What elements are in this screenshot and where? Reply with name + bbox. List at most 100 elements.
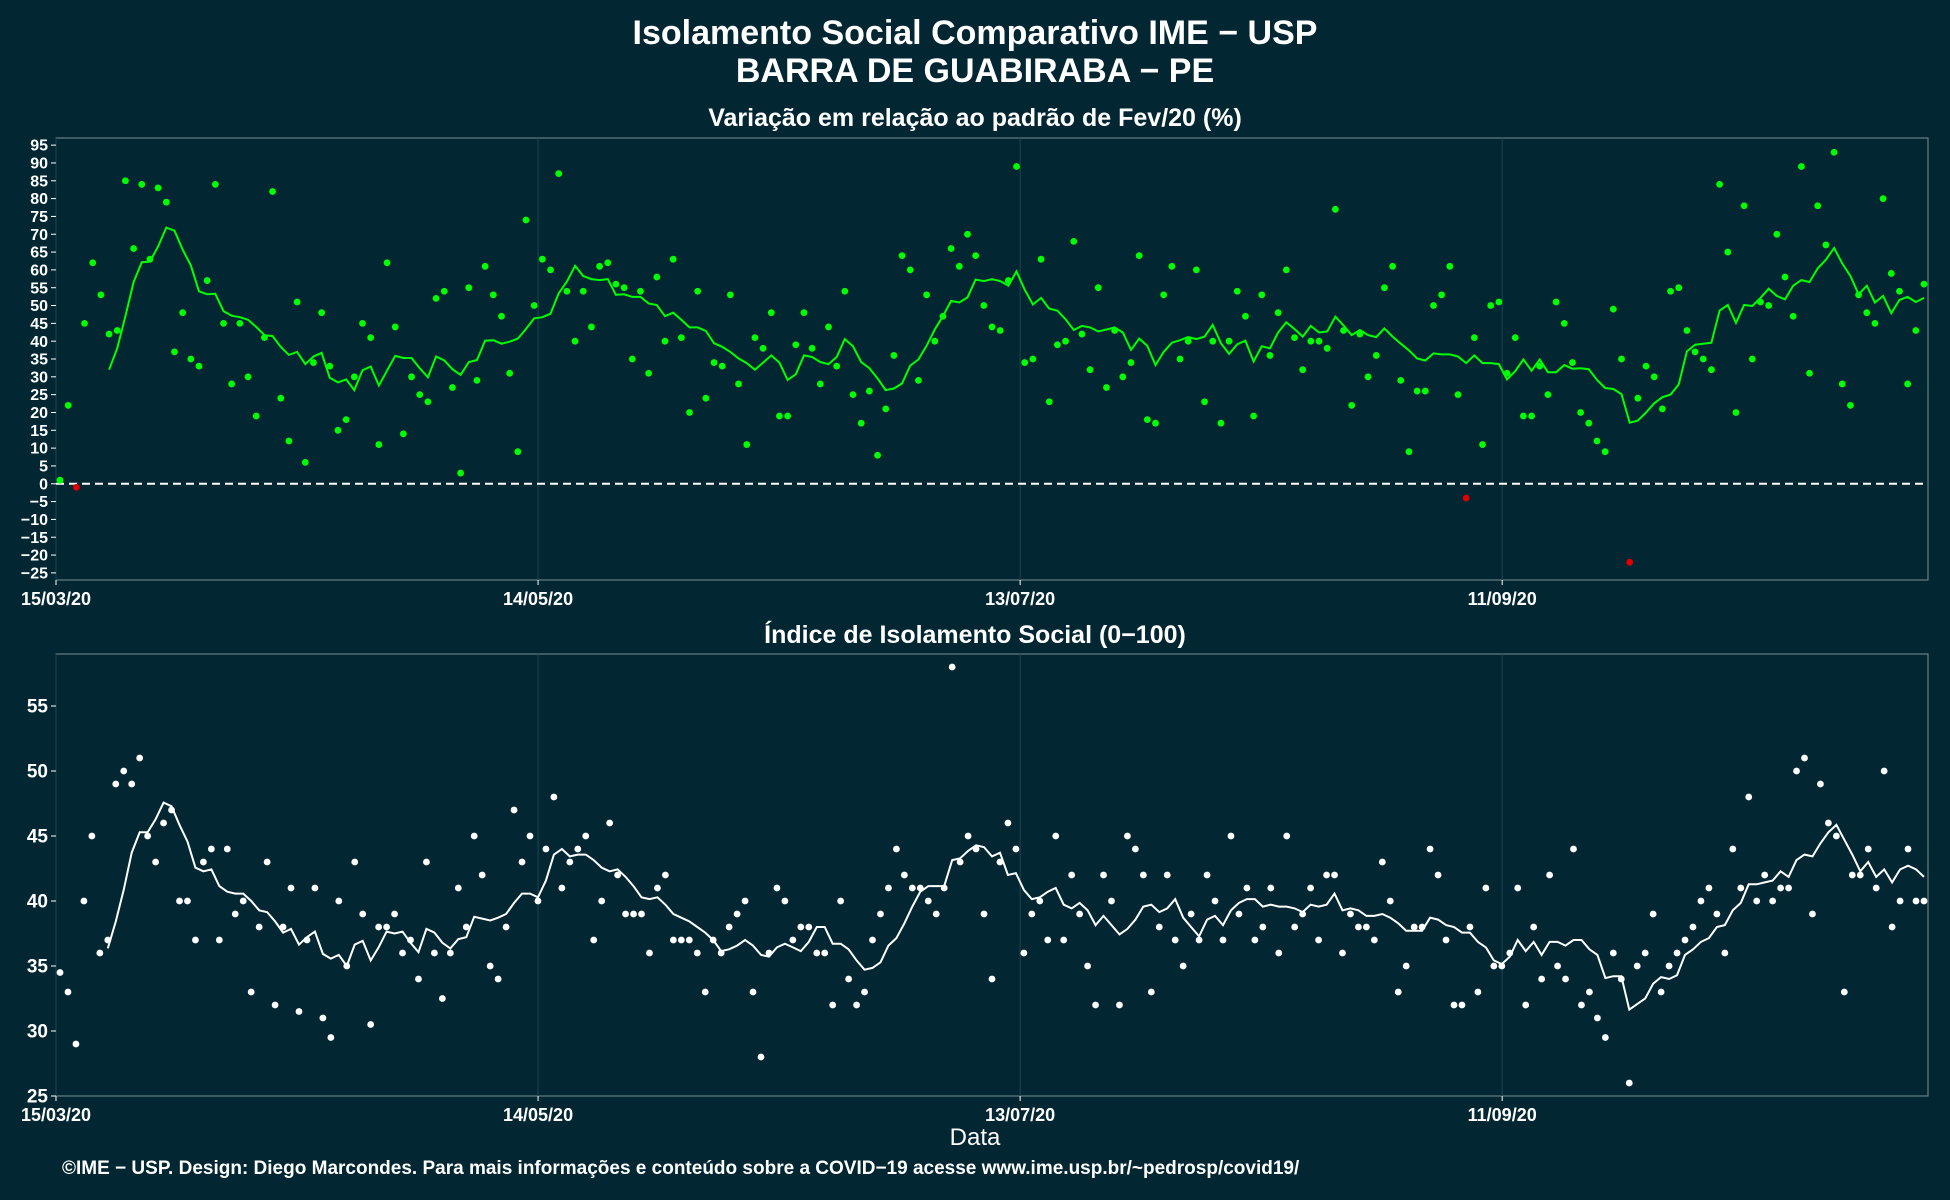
top-data-point bbox=[522, 216, 530, 224]
bottom-data-point bbox=[1753, 897, 1761, 905]
top-data-point bbox=[228, 380, 236, 388]
top-data-point bbox=[1487, 302, 1495, 309]
top-y-tick-label: 85 bbox=[30, 173, 48, 190]
bottom-data-point bbox=[733, 910, 741, 918]
bottom-data-point bbox=[367, 1021, 375, 1028]
top-data-point bbox=[530, 302, 538, 309]
bottom-data-point bbox=[1219, 936, 1227, 944]
bottom-data-point bbox=[1673, 949, 1681, 957]
bottom-data-point bbox=[438, 995, 446, 1002]
top-data-point bbox=[1078, 330, 1086, 338]
top-data-point bbox=[359, 319, 366, 327]
bottom-data-point bbox=[869, 936, 876, 944]
top-data-point bbox=[1479, 441, 1486, 448]
bottom-data-point bbox=[1522, 1001, 1530, 1009]
bottom-data-point bbox=[1331, 871, 1338, 879]
top-y-tick-label: 25 bbox=[30, 387, 48, 404]
top-data-point bbox=[776, 412, 783, 420]
bottom-data-point bbox=[1402, 962, 1410, 970]
top-data-point bbox=[481, 262, 489, 270]
top-y-tick-label: −10 bbox=[21, 512, 48, 529]
bottom-x-tick-label: 15/03/20 bbox=[21, 1105, 91, 1125]
bottom-data-point bbox=[1689, 923, 1697, 931]
top-data-point bbox=[710, 359, 718, 366]
top-data-point bbox=[677, 334, 685, 342]
bottom-data-point bbox=[638, 910, 645, 918]
bottom-data-point bbox=[1124, 832, 1131, 840]
bottom-data-point bbox=[1793, 767, 1800, 775]
top-data-point bbox=[980, 302, 988, 309]
bottom-data-point bbox=[375, 923, 383, 931]
top-data-point bbox=[64, 401, 72, 409]
top-data-point bbox=[1152, 419, 1159, 427]
bottom-data-point bbox=[598, 897, 606, 905]
bottom-data-point bbox=[1586, 988, 1593, 996]
bottom-data-point bbox=[88, 832, 96, 840]
top-data-point bbox=[1389, 262, 1396, 270]
top-data-point bbox=[702, 394, 710, 402]
top-data-point bbox=[588, 323, 595, 331]
bottom-data-point bbox=[239, 897, 247, 905]
bottom-data-point bbox=[1848, 871, 1856, 879]
bottom-data-point bbox=[1856, 871, 1864, 879]
bottom-data-point bbox=[1697, 897, 1705, 905]
bottom-data-point bbox=[1283, 832, 1291, 840]
x-axis-label: Data bbox=[949, 1124, 1001, 1151]
bottom-data-point bbox=[1450, 1001, 1458, 1009]
top-data-point bbox=[1291, 334, 1298, 342]
bottom-data-point bbox=[1386, 897, 1394, 905]
bottom-data-point bbox=[1824, 819, 1832, 827]
bottom-data-point bbox=[351, 858, 359, 866]
bottom-data-point bbox=[1777, 884, 1785, 892]
bottom-data-point bbox=[1538, 975, 1546, 983]
bottom-data-point bbox=[789, 936, 797, 944]
top-y-tick-label: 80 bbox=[30, 191, 48, 208]
bottom-data-point bbox=[1227, 832, 1235, 840]
top-data-point bbox=[1013, 163, 1020, 170]
top-data-point bbox=[759, 344, 767, 352]
top-data-point bbox=[113, 327, 121, 334]
bottom-data-point bbox=[741, 897, 749, 905]
top-data-point bbox=[1601, 448, 1609, 456]
bottom-data-point bbox=[550, 793, 558, 801]
top-data-point bbox=[947, 245, 955, 252]
top-data-point bbox=[538, 255, 546, 263]
bottom-data-point bbox=[1809, 910, 1816, 918]
top-data-point bbox=[1364, 373, 1372, 381]
bottom-data-point bbox=[518, 858, 526, 866]
bottom-data-point bbox=[1649, 910, 1657, 918]
bottom-data-point bbox=[1442, 936, 1450, 944]
top-data-point bbox=[350, 373, 358, 381]
bottom-data-point bbox=[510, 806, 518, 814]
bottom-data-point bbox=[1570, 845, 1577, 853]
top-data-point bbox=[604, 259, 612, 267]
top-data-point bbox=[375, 441, 383, 448]
bottom-data-point bbox=[1458, 1001, 1466, 1009]
top-data-point bbox=[416, 391, 424, 399]
top-data-point bbox=[1699, 355, 1707, 363]
top-data-point bbox=[1070, 237, 1078, 245]
top-data-point bbox=[825, 323, 832, 331]
top-data-point bbox=[130, 245, 137, 252]
top-data-point bbox=[555, 170, 563, 178]
top-data-point bbox=[1675, 284, 1683, 292]
top-data-point bbox=[1912, 327, 1920, 334]
top-data-point bbox=[449, 384, 456, 391]
bottom-data-point bbox=[1426, 845, 1434, 853]
bottom-data-point bbox=[956, 858, 964, 866]
bottom-data-point bbox=[1578, 1001, 1585, 1009]
bottom-data-point bbox=[908, 884, 916, 892]
top-data-point bbox=[1242, 312, 1249, 320]
top-data-point bbox=[326, 362, 334, 370]
top-x-tick-label: 13/07/20 bbox=[985, 589, 1055, 609]
top-x-tick-label: 14/05/20 bbox=[503, 589, 573, 609]
footer-credits: ©IME − USP. Design: Diego Marcondes. Par… bbox=[62, 1158, 1300, 1179]
bottom-data-point bbox=[263, 858, 271, 866]
bottom-data-point bbox=[1817, 780, 1824, 788]
bottom-data-point bbox=[1076, 910, 1084, 918]
bottom-data-point bbox=[1020, 949, 1028, 957]
top-data-point bbox=[874, 451, 881, 459]
top-data-point bbox=[1667, 287, 1674, 295]
top-data-point bbox=[1609, 305, 1617, 313]
